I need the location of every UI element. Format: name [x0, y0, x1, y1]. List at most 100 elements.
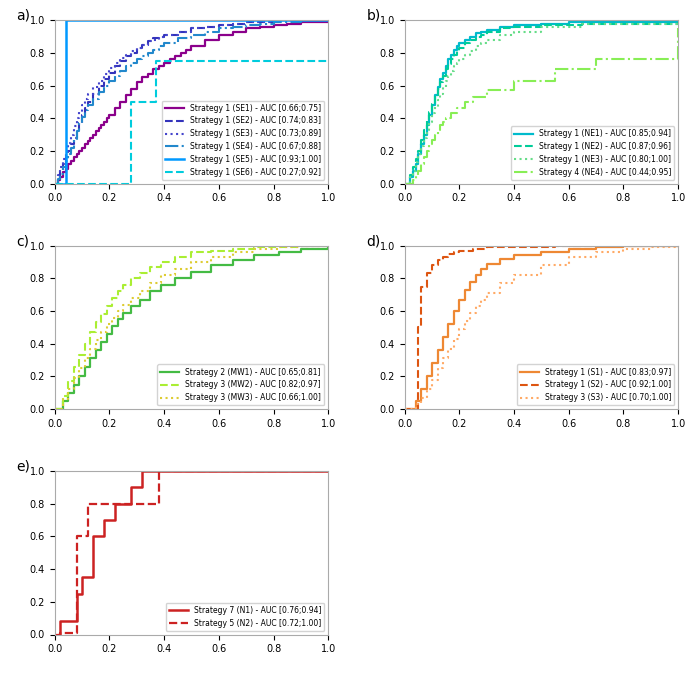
Strategy 3 (MW3) - AUC [0.66;1.00]: [206, 253, 214, 261]
Strategy 2 (MW1) - AUC [0.65;0.81]: [86, 354, 95, 362]
Strategy 1 (S2) - AUC [0.92;1.00]: [592, 242, 600, 250]
Strategy 1 (SE3) - AUC [0.73;0.89]: [324, 16, 332, 24]
Strategy 4 (NE4) - AUC [0.44;0.95]: [453, 105, 461, 113]
Strategy 1 (SE2) - AUC [0.74;0.83]: [64, 147, 73, 155]
Strategy 1 (SE3) - AUC [0.73;0.89]: [283, 16, 291, 24]
Strategy 1 (S1) - AUC [0.83;0.97]: [674, 242, 682, 250]
Strategy 1 (SE2) - AUC [0.74;0.83]: [269, 16, 277, 24]
Strategy 2 (MW1) - AUC [0.65;0.81]: [136, 296, 144, 304]
Line: Strategy 1 (S2) - AUC [0.92;1.00]: Strategy 1 (S2) - AUC [0.92;1.00]: [405, 246, 678, 409]
Strategy 1 (S1) - AUC [0.83;0.97]: [445, 320, 453, 328]
Strategy 7 (N1) - AUC [0.76;0.94]: [127, 483, 136, 491]
Strategy 1 (SE4) - AUC [0.67;0.88]: [127, 59, 136, 67]
Strategy 1 (NE1) - AUC [0.85;0.94]: [510, 21, 519, 29]
Strategy 7 (N1) - AUC [0.76;0.94]: [89, 573, 97, 581]
Strategy 2 (MW1) - AUC [0.65;0.81]: [119, 308, 127, 317]
Strategy 1 (NE2) - AUC [0.87;0.96]: [420, 126, 428, 134]
Strategy 1 (S1) - AUC [0.83;0.97]: [412, 397, 420, 405]
Strategy 3 (S3) - AUC [0.70;1.00]: [461, 317, 469, 325]
Strategy 3 (MW2) - AUC [0.82;0.97]: [206, 246, 214, 254]
Strategy 3 (MW2) - AUC [0.82;0.97]: [97, 310, 105, 319]
Strategy 4 (NE4) - AUC [0.44;0.95]: [428, 136, 436, 144]
Strategy 1 (NE3) - AUC [0.80;1.00]: [417, 142, 425, 150]
Strategy 1 (NE1) - AUC [0.85;0.94]: [431, 91, 439, 99]
Strategy 1 (SE3) - AUC [0.73;0.89]: [133, 44, 141, 52]
Strategy 1 (SE3) - AUC [0.73;0.89]: [214, 21, 223, 29]
Strategy 1 (SE3) - AUC [0.73;0.89]: [122, 51, 130, 59]
Strategy 3 (S3) - AUC [0.70;1.00]: [510, 271, 519, 279]
Strategy 3 (MW3) - AUC [0.66;1.00]: [188, 258, 196, 266]
Strategy 1 (SE1) - AUC [0.66;0.75]: [78, 144, 86, 152]
Strategy 1 (NE1) - AUC [0.85;0.94]: [417, 140, 425, 148]
Strategy 4 (NE4) - AUC [0.44;0.95]: [461, 98, 469, 106]
Strategy 1 (S1) - AUC [0.83;0.97]: [423, 373, 431, 381]
Strategy 1 (S1) - AUC [0.83;0.97]: [401, 405, 409, 413]
Strategy 1 (S1) - AUC [0.83;0.97]: [417, 385, 425, 394]
Strategy 1 (NE1) - AUC [0.85;0.94]: [420, 130, 428, 138]
Strategy 1 (SE5) - AUC [0.93;1.00]: [155, 16, 163, 24]
Strategy 1 (SE2) - AUC [0.74;0.83]: [214, 21, 223, 29]
Strategy 1 (NE2) - AUC [0.87;0.96]: [442, 65, 450, 74]
Strategy 1 (S2) - AUC [0.92;1.00]: [434, 256, 442, 265]
Strategy 1 (SE3) - AUC [0.73;0.89]: [144, 37, 152, 45]
Strategy 1 (SE3) - AUC [0.73;0.89]: [310, 16, 319, 24]
Text: b): b): [366, 9, 381, 23]
Strategy 1 (NE1) - AUC [0.85;0.94]: [450, 46, 458, 54]
Strategy 1 (SE2) - AUC [0.74;0.83]: [242, 18, 250, 26]
Strategy 1 (SE3) - AUC [0.73;0.89]: [59, 155, 67, 163]
Strategy 1 (SE6) - AUC [0.27;0.92]: [127, 180, 136, 188]
Strategy 1 (SE2) - AUC [0.74;0.83]: [188, 24, 196, 32]
Strategy 1 (S2) - AUC [0.92;1.00]: [456, 246, 464, 254]
Strategy 1 (S1) - AUC [0.83;0.97]: [450, 307, 458, 315]
Strategy 1 (SE4) - AUC [0.67;0.88]: [100, 82, 108, 90]
Strategy 1 (SE1) - AUC [0.66;0.75]: [97, 121, 105, 129]
Strategy 1 (SE4) - AUC [0.67;0.88]: [144, 49, 152, 57]
Strategy 1 (SE2) - AUC [0.74;0.83]: [116, 57, 125, 65]
Strategy 3 (MW2) - AUC [0.82;0.97]: [171, 253, 179, 261]
Strategy 1 (SE4) - AUC [0.67;0.88]: [283, 18, 291, 26]
Strategy 1 (SE1) - AUC [0.66;0.75]: [201, 36, 210, 44]
Strategy 1 (NE1) - AUC [0.85;0.94]: [401, 180, 409, 188]
Strategy 1 (NE2) - AUC [0.87;0.96]: [450, 51, 458, 59]
Strategy 1 (SE1) - AUC [0.66;0.75]: [84, 137, 92, 145]
Strategy 2 (MW1) - AUC [0.65;0.81]: [147, 288, 155, 296]
Strategy 1 (NE1) - AUC [0.85;0.94]: [436, 75, 445, 83]
Text: e): e): [16, 460, 30, 474]
Strategy 1 (S1) - AUC [0.83;0.97]: [477, 265, 486, 273]
Strategy 1 (NE3) - AUC [0.80;1.00]: [537, 23, 545, 31]
Strategy 1 (S1) - AUC [0.83;0.97]: [428, 359, 436, 367]
Strategy 5 (N2) - AUC [0.72;1.00]: [324, 467, 332, 475]
Strategy 1 (SE2) - AUC [0.74;0.83]: [160, 31, 169, 39]
Strategy 1 (S1) - AUC [0.83;0.97]: [537, 248, 545, 256]
Strategy 1 (NE2) - AUC [0.87;0.96]: [412, 155, 420, 163]
Strategy 3 (MW2) - AUC [0.82;0.97]: [108, 294, 116, 302]
Strategy 1 (SE4) - AUC [0.67;0.88]: [160, 39, 169, 47]
Strategy 1 (SE2) - AUC [0.74;0.83]: [56, 167, 64, 175]
Strategy 1 (NE3) - AUC [0.80;1.00]: [420, 134, 428, 142]
Strategy 2 (MW1) - AUC [0.65;0.81]: [297, 245, 305, 253]
Line: Strategy 1 (SE1) - AUC [0.66;0.75]: Strategy 1 (SE1) - AUC [0.66;0.75]: [55, 20, 328, 184]
Strategy 1 (SE4) - AUC [0.67;0.88]: [310, 16, 319, 24]
Strategy 1 (NE2) - AUC [0.87;0.96]: [447, 55, 456, 63]
Strategy 1 (SE4) - AUC [0.67;0.88]: [78, 113, 86, 121]
Strategy 1 (SE3) - AUC [0.73;0.89]: [100, 70, 108, 78]
Strategy 1 (SE2) - AUC [0.74;0.83]: [67, 140, 75, 148]
Strategy 1 (SE1) - AUC [0.66;0.75]: [59, 168, 67, 176]
Strategy 1 (NE2) - AUC [0.87;0.96]: [414, 147, 423, 155]
Strategy 1 (S2) - AUC [0.92;1.00]: [417, 282, 425, 290]
Strategy 3 (MW3) - AUC [0.66;1.00]: [136, 288, 144, 296]
Strategy 1 (SE5) - AUC [0.93;1.00]: [62, 180, 70, 188]
Strategy 2 (MW1) - AUC [0.65;0.81]: [59, 397, 67, 405]
Strategy 1 (SE1) - AUC [0.66;0.75]: [89, 130, 97, 138]
Strategy 1 (NE2) - AUC [0.87;0.96]: [417, 136, 425, 144]
Strategy 1 (SE4) - AUC [0.67;0.88]: [174, 34, 182, 43]
Strategy 3 (MW2) - AUC [0.82;0.97]: [75, 351, 84, 359]
Strategy 1 (NE1) - AUC [0.85;0.94]: [406, 173, 414, 181]
Strategy 1 (SE4) - AUC [0.67;0.88]: [70, 136, 78, 144]
Strategy 1 (S1) - AUC [0.83;0.97]: [592, 243, 600, 251]
Strategy 2 (MW1) - AUC [0.65;0.81]: [127, 302, 136, 311]
Strategy 1 (SE3) - AUC [0.73;0.89]: [73, 114, 81, 122]
Strategy 1 (S2) - AUC [0.92;1.00]: [428, 261, 436, 269]
Strategy 3 (S3) - AUC [0.70;1.00]: [445, 344, 453, 352]
Strategy 3 (MW3) - AUC [0.66;1.00]: [250, 245, 258, 253]
